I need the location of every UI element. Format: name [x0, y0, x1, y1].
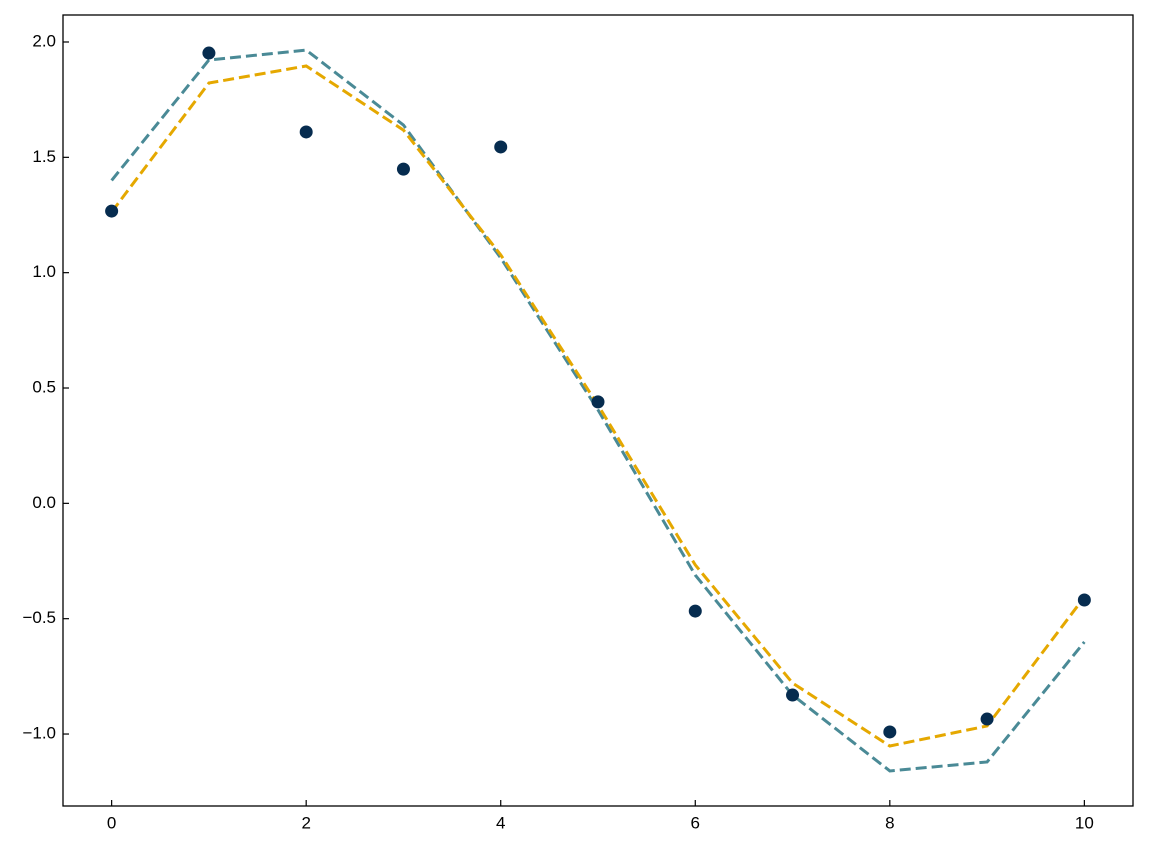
- y-tick-label: −0.5: [22, 608, 56, 627]
- dashed-line: [110, 48, 1086, 773]
- point: [688, 604, 702, 618]
- x-tick-label: 8: [885, 813, 894, 832]
- point: [105, 204, 119, 218]
- x-tick-label: 10: [1075, 813, 1094, 832]
- point: [591, 395, 605, 409]
- x-tick-label: 6: [691, 813, 700, 832]
- point: [299, 125, 313, 139]
- y-tick-label: 0.5: [32, 377, 56, 396]
- y-tick-label: 1.0: [32, 262, 56, 281]
- point: [980, 712, 994, 726]
- x-tick-label: 2: [301, 813, 310, 832]
- point: [883, 725, 897, 739]
- x-tick-label: 4: [496, 813, 505, 832]
- point: [494, 140, 508, 154]
- y-tick-label: 1.5: [32, 147, 56, 166]
- point: [202, 46, 216, 60]
- y-tick-label: 0.0: [32, 493, 56, 512]
- point: [1077, 593, 1091, 607]
- y-tick-label: −1.0: [22, 724, 56, 743]
- point: [396, 162, 410, 176]
- point: [786, 688, 800, 702]
- plot-frame: [62, 14, 1134, 807]
- x-tick-label: 0: [107, 813, 116, 832]
- y-tick-label: 2.0: [32, 31, 56, 50]
